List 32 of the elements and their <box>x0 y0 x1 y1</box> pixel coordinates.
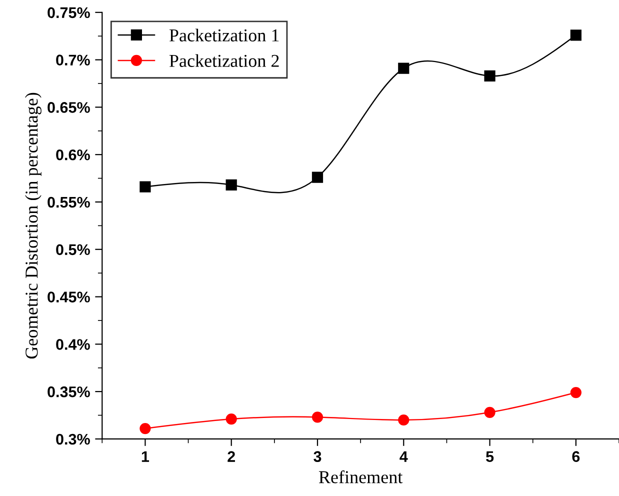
y-tick-label: 0.4% <box>56 339 90 350</box>
y-axis-title: Geometric Distortion (in percentage) <box>25 92 42 359</box>
point <box>398 62 410 74</box>
y-tick-label: 0.45% <box>48 292 90 302</box>
y-tick-label: 0.5% <box>56 244 90 256</box>
point <box>312 412 324 423</box>
point <box>226 414 237 425</box>
legend-label: Packetization 1 <box>169 28 279 42</box>
legend-label: Packetization 2 <box>169 54 279 67</box>
x-tick-label: 2 <box>228 451 235 462</box>
y-tick-label: 0.3% <box>56 434 90 445</box>
point <box>484 406 496 418</box>
point <box>312 172 324 183</box>
x-axis-title: Refinement <box>318 470 403 484</box>
point <box>484 70 496 82</box>
x-tick-label: 3 <box>314 451 322 462</box>
point <box>570 30 582 41</box>
point <box>570 386 582 398</box>
x-tick-label: 6 <box>572 451 580 462</box>
y-tick-label: 0.75% <box>48 7 90 18</box>
x-tick-label: 1 <box>142 451 150 462</box>
x-tick-label: 5 <box>486 451 494 462</box>
y-tick-label: 0.65% <box>48 102 90 113</box>
y-tick-label: 0.7% <box>56 54 90 66</box>
point <box>140 181 151 192</box>
point <box>140 422 151 434</box>
y-tick-label: 0.6% <box>56 149 90 160</box>
point <box>226 179 237 190</box>
point <box>398 414 410 426</box>
x-tick-label: 4 <box>400 451 408 462</box>
y-tick-label: 0.35% <box>48 386 90 398</box>
y-tick-label: 0.55% <box>48 196 90 208</box>
